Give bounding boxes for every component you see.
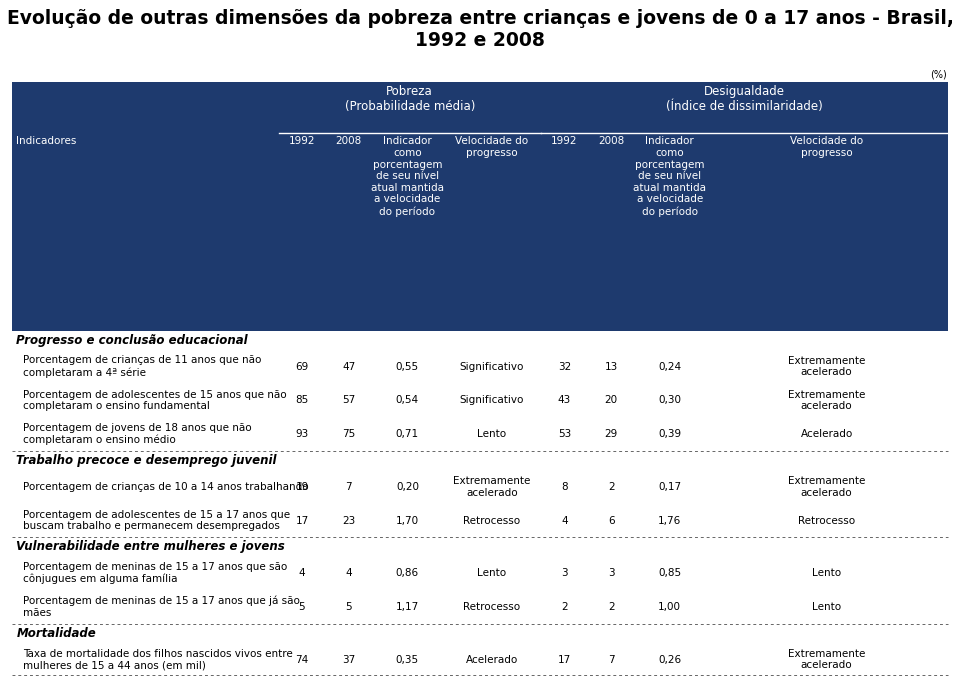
Text: 1,70: 1,70 [396,516,419,526]
Bar [12,82,948,331]
Text: Extremamente
acelerado: Extremamente acelerado [788,649,865,670]
Text: Indicador
como
porcentagem
de seu nível
atual mantida
a velocidade
do período: Indicador como porcentagem de seu nível … [634,136,707,217]
Text: 0,20: 0,20 [396,481,419,492]
Text: 20: 20 [605,396,617,405]
Text: 2: 2 [561,602,567,612]
Text: 1,17: 1,17 [396,602,419,612]
Text: Velocidade do
progresso: Velocidade do progresso [790,136,863,158]
Text: 6: 6 [608,516,614,526]
Text: Lento: Lento [812,602,841,612]
Text: Significativo: Significativo [460,396,524,405]
Text: 4: 4 [346,568,352,578]
Text: Evolução de outras dimensões da pobreza entre crianças e jovens de 0 a 17 anos -: Evolução de outras dimensões da pobreza … [7,9,953,50]
Text: Retrocesso: Retrocesso [463,602,520,612]
Text: 1,76: 1,76 [659,516,682,526]
Text: 0,55: 0,55 [396,361,419,372]
Text: 0,39: 0,39 [659,429,682,439]
Text: Extremamente
acelerado: Extremamente acelerado [788,356,865,377]
Text: 37: 37 [342,655,355,665]
Text: Porcentagem de meninas de 15 a 17 anos que já são
mães: Porcentagem de meninas de 15 a 17 anos q… [23,596,300,618]
Text: 5: 5 [346,602,352,612]
Text: 2008: 2008 [336,136,362,147]
Text: 53: 53 [558,429,571,439]
Text: Porcentagem de jovens de 18 anos que não
completaram o ensino médio: Porcentagem de jovens de 18 anos que não… [23,423,252,445]
Text: Indicadores: Indicadores [16,136,77,147]
Text: Porcentagem de adolescentes de 15 anos que não
completaram o ensino fundamental: Porcentagem de adolescentes de 15 anos q… [23,389,287,411]
Text: Lento: Lento [477,429,506,439]
Text: Extremamente
acelerado: Extremamente acelerado [788,389,865,411]
Text: 0,26: 0,26 [659,655,682,665]
Text: 93: 93 [296,429,308,439]
Text: 17: 17 [296,516,308,526]
Text: 4: 4 [561,516,567,526]
Text: Extremamente
acelerado: Extremamente acelerado [453,476,530,498]
Text: Significativo: Significativo [460,361,524,372]
Text: Progresso e conclusão educacional: Progresso e conclusão educacional [16,333,248,346]
Text: 47: 47 [342,361,355,372]
Text: (%): (%) [930,70,947,80]
Text: 8: 8 [561,481,567,492]
Text: Taxa de mortalidade dos filhos nascidos vivos entre
mulheres de 15 a 44 anos (em: Taxa de mortalidade dos filhos nascidos … [23,649,293,670]
Text: Porcentagem de adolescentes de 15 a 17 anos que
buscam trabalho e permanecem des: Porcentagem de adolescentes de 15 a 17 a… [23,509,290,531]
Text: 3: 3 [561,568,567,578]
Text: Retrocesso: Retrocesso [798,516,855,526]
Text: 1992: 1992 [551,136,578,147]
Text: Lento: Lento [477,568,506,578]
Text: 0,35: 0,35 [396,655,419,665]
Text: 0,85: 0,85 [659,568,682,578]
Text: 0,30: 0,30 [659,396,682,405]
Text: 0,86: 0,86 [396,568,419,578]
Text: 0,17: 0,17 [659,481,682,492]
Text: 13: 13 [605,361,618,372]
Text: Porcentagem de meninas de 15 a 17 anos que são
cônjugues em alguma família: Porcentagem de meninas de 15 a 17 anos q… [23,562,287,584]
Text: Indicador
como
porcentagem
de seu nível
atual mantida
a velocidade
do período: Indicador como porcentagem de seu nível … [371,136,444,217]
Text: 17: 17 [558,655,571,665]
Text: Desigualdade
(Índice de dissimilaridade): Desigualdade (Índice de dissimilaridade) [666,85,823,113]
Text: 7: 7 [608,655,614,665]
Text: Mortalidade: Mortalidade [16,627,96,640]
Text: 2: 2 [608,602,614,612]
Text: Extremamente
acelerado: Extremamente acelerado [788,476,865,498]
Text: 43: 43 [558,396,571,405]
Text: Velocidade do
progresso: Velocidade do progresso [455,136,528,158]
Text: Vulnerabilidade entre mulheres e jovens: Vulnerabilidade entre mulheres e jovens [16,540,285,553]
Text: Pobreza
(Probabilidade média): Pobreza (Probabilidade média) [345,85,475,113]
Text: 74: 74 [296,655,308,665]
Text: 85: 85 [296,396,308,405]
Text: 1992: 1992 [289,136,315,147]
Text: 2008: 2008 [598,136,624,147]
Text: 5: 5 [299,602,305,612]
Text: 69: 69 [296,361,308,372]
Text: Acelerado: Acelerado [801,429,852,439]
Text: 23: 23 [342,516,355,526]
Text: 19: 19 [296,481,308,492]
Text: 0,71: 0,71 [396,429,419,439]
Text: 1,00: 1,00 [659,602,682,612]
Text: Retrocesso: Retrocesso [463,516,520,526]
Text: 0,54: 0,54 [396,396,419,405]
Text: Acelerado: Acelerado [466,655,517,665]
Text: 75: 75 [342,429,355,439]
Text: 7: 7 [346,481,352,492]
Text: Porcentagem de crianças de 10 a 14 anos trabalhando: Porcentagem de crianças de 10 a 14 anos … [23,481,309,492]
Text: 29: 29 [605,429,618,439]
Text: 2: 2 [608,481,614,492]
Text: Lento: Lento [812,568,841,578]
Text: 32: 32 [558,361,571,372]
Text: 3: 3 [608,568,614,578]
Text: 57: 57 [342,396,355,405]
Text: 0,24: 0,24 [659,361,682,372]
Text: Porcentagem de crianças de 11 anos que não
completaram a 4ª série: Porcentagem de crianças de 11 anos que n… [23,355,261,378]
Text: 4: 4 [299,568,305,578]
Text: Trabalho precoce e desemprego juvenil: Trabalho precoce e desemprego juvenil [16,454,276,467]
